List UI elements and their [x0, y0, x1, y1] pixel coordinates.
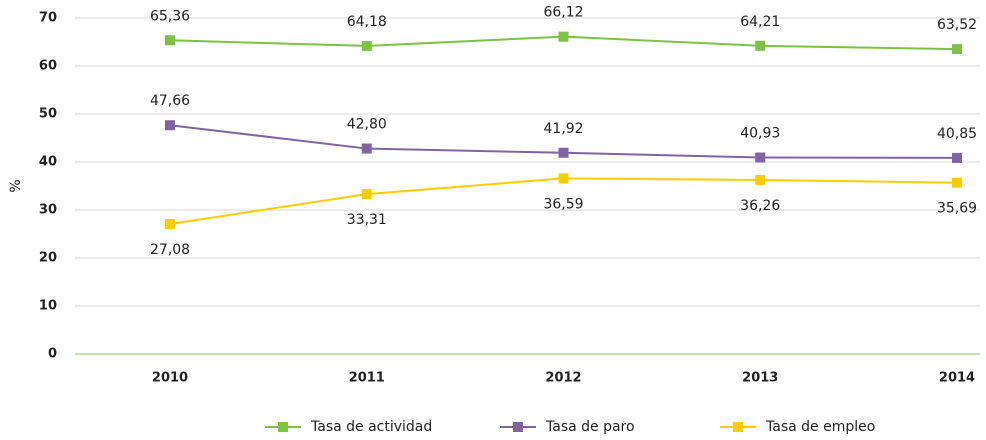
value-label: 36,59 [543, 196, 583, 212]
value-label: 47,66 [150, 93, 190, 109]
y-tick-label: 40 [39, 155, 57, 170]
x-tick-label: 2012 [545, 371, 581, 386]
value-label: 65,36 [150, 8, 190, 24]
x-tick-label: 2014 [939, 371, 975, 386]
value-label: 40,85 [937, 126, 977, 142]
value-label: 41,92 [543, 121, 583, 137]
point-marker [952, 44, 962, 55]
y-tick-label: 0 [48, 347, 57, 362]
value-label: 64,21 [740, 14, 780, 30]
point-marker [165, 219, 175, 230]
point-marker [755, 174, 766, 185]
point-marker [755, 40, 766, 51]
y-tick-label: 60 [39, 59, 57, 74]
y-tick-label: 20 [39, 251, 57, 266]
value-label: 66,12 [543, 5, 583, 21]
value-label: 36,26 [740, 198, 780, 214]
point-marker [165, 120, 175, 131]
value-label: 63,52 [937, 17, 977, 33]
legend-label: Tasa de paro [545, 419, 635, 435]
point-marker [361, 40, 372, 51]
value-label: 33,31 [347, 212, 387, 228]
y-tick-label: 50 [39, 107, 57, 122]
value-label: 35,69 [937, 201, 977, 217]
point-marker [165, 35, 175, 46]
value-label: 64,18 [347, 14, 387, 30]
point-marker [558, 173, 569, 184]
x-tick-label: 2013 [742, 371, 778, 386]
point-marker [558, 147, 569, 158]
point-marker [361, 143, 372, 154]
y-tick-label: 70 [39, 11, 57, 26]
y-tick-label: 10 [39, 299, 57, 314]
point-marker [952, 177, 962, 188]
y-tick-label: 30 [39, 203, 57, 218]
legend-label: Tasa de actividad [310, 419, 432, 435]
legend-swatch [278, 422, 288, 432]
point-marker [558, 31, 569, 42]
point-marker [361, 189, 372, 200]
value-label: 42,80 [347, 117, 387, 133]
x-tick-label: 2011 [349, 371, 385, 386]
legend-label: Tasa de empleo [765, 419, 875, 435]
point-marker [952, 152, 962, 163]
point-marker [755, 152, 766, 163]
legend-swatch [733, 422, 743, 432]
legend-swatch [513, 422, 523, 432]
value-label: 27,08 [150, 242, 190, 258]
x-tick-label: 2010 [152, 371, 188, 386]
y-axis-label: % [8, 179, 24, 192]
value-label: 40,93 [740, 126, 780, 142]
